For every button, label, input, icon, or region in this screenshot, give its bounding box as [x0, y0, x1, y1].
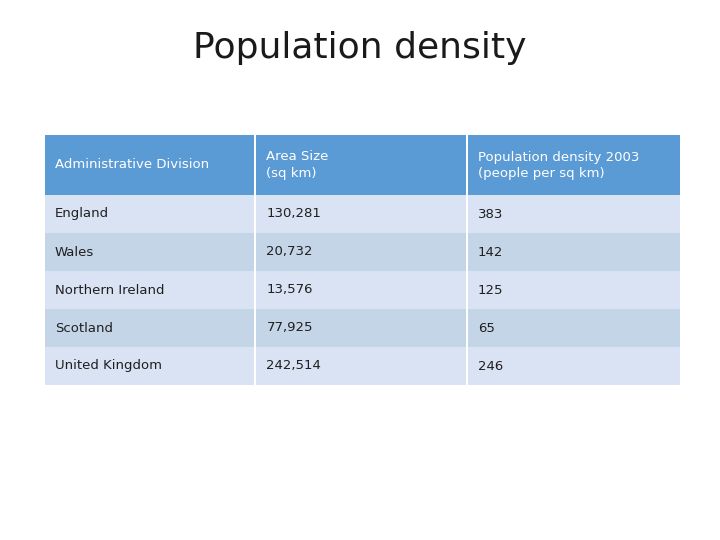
Text: Wales: Wales [55, 246, 94, 259]
Bar [45, 309, 254, 347]
Text: England: England [55, 207, 109, 220]
Bar [256, 195, 466, 233]
Text: Area Size
(sq km): Area Size (sq km) [266, 151, 329, 179]
Text: 13,576: 13,576 [266, 284, 313, 296]
Text: Population density: Population density [193, 31, 527, 65]
Bar [468, 347, 680, 385]
Text: 142: 142 [478, 246, 503, 259]
Text: Northern Ireland: Northern Ireland [55, 284, 164, 296]
Bar [256, 135, 466, 195]
Text: 77,925: 77,925 [266, 321, 313, 334]
Bar [468, 309, 680, 347]
Text: 242,514: 242,514 [266, 360, 321, 373]
Bar [468, 233, 680, 271]
Text: 130,281: 130,281 [266, 207, 321, 220]
Text: Administrative Division: Administrative Division [55, 159, 209, 172]
Text: Population density 2003
(people per sq km): Population density 2003 (people per sq k… [478, 151, 639, 179]
Bar [256, 233, 466, 271]
Text: 20,732: 20,732 [266, 246, 313, 259]
Text: 65: 65 [478, 321, 495, 334]
Bar [45, 135, 254, 195]
Text: 125: 125 [478, 284, 503, 296]
Text: Scotland: Scotland [55, 321, 113, 334]
Bar [45, 271, 254, 309]
Bar [256, 309, 466, 347]
Text: 383: 383 [478, 207, 503, 220]
Bar [468, 135, 680, 195]
Text: 246: 246 [478, 360, 503, 373]
Bar [468, 271, 680, 309]
Bar [45, 347, 254, 385]
Bar [45, 195, 254, 233]
Bar [256, 271, 466, 309]
Bar [256, 347, 466, 385]
Bar [45, 233, 254, 271]
Text: United Kingdom: United Kingdom [55, 360, 162, 373]
Bar [468, 195, 680, 233]
